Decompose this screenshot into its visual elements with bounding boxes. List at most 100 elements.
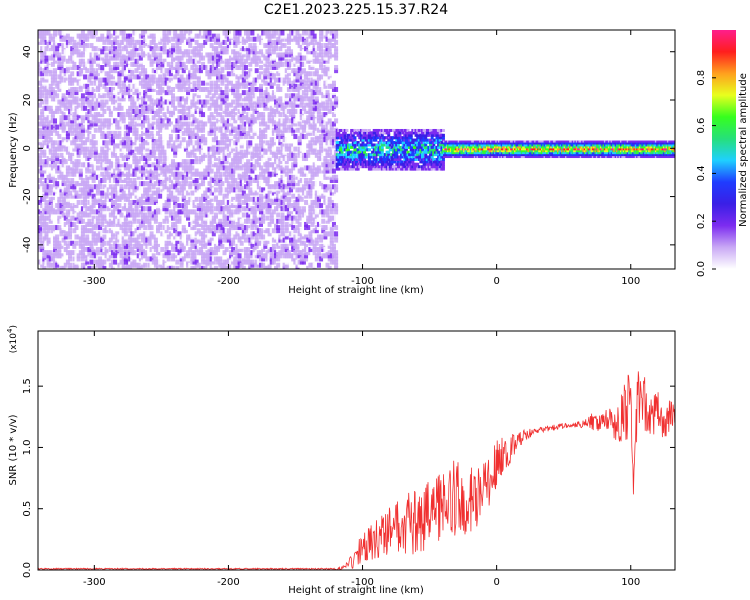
heatmap-cell bbox=[239, 105, 244, 111]
heatmap-cell bbox=[140, 124, 145, 130]
heatmap-cell bbox=[125, 80, 130, 86]
heatmap-cell bbox=[284, 146, 289, 152]
heatmap-cell bbox=[151, 209, 156, 215]
heatmap-cell bbox=[68, 250, 73, 256]
heatmap-cell bbox=[211, 215, 216, 221]
heatmap-cell bbox=[216, 168, 221, 174]
heatmap-cell bbox=[65, 231, 70, 237]
heatmap-cell bbox=[57, 187, 62, 193]
heatmap-cell bbox=[171, 108, 176, 114]
heatmap-cell bbox=[123, 55, 128, 61]
heatmap-cell bbox=[218, 262, 223, 268]
heatmap-cell bbox=[235, 93, 240, 99]
heatmap-cell bbox=[117, 124, 122, 130]
heatmap-cell bbox=[65, 90, 70, 96]
heatmap-cell bbox=[237, 143, 242, 149]
heatmap-cell bbox=[149, 83, 154, 89]
heatmap-cell bbox=[102, 118, 107, 124]
heatmap-cell bbox=[177, 243, 182, 249]
heatmap-cell bbox=[213, 124, 218, 130]
heatmap-cell bbox=[104, 196, 109, 202]
heatmap-cell bbox=[53, 121, 58, 127]
heatmap-cell bbox=[280, 187, 285, 193]
heatmap-cell bbox=[284, 108, 289, 114]
heatmap-cell bbox=[42, 237, 47, 243]
heatmap-cell bbox=[147, 134, 152, 140]
heatmap-cell bbox=[235, 209, 240, 215]
heatmap-cell bbox=[143, 46, 148, 52]
heatmap-cell bbox=[269, 240, 274, 246]
heatmap-cell bbox=[289, 146, 294, 152]
heatmap-cell bbox=[113, 71, 118, 77]
heatmap-cell bbox=[226, 181, 231, 187]
heatmap-cell bbox=[186, 221, 191, 227]
heatmap-cell bbox=[160, 65, 165, 71]
heatmap-cell bbox=[110, 80, 115, 86]
heatmap-cell bbox=[259, 234, 264, 240]
heatmap-cell bbox=[98, 127, 103, 133]
heatmap-cell bbox=[104, 250, 109, 256]
heatmap-cell bbox=[237, 156, 242, 162]
heatmap-cell bbox=[70, 55, 75, 61]
heatmap-cell bbox=[110, 162, 115, 168]
heatmap-cell bbox=[201, 127, 206, 133]
heatmap-cell bbox=[171, 221, 176, 227]
heatmap-cell bbox=[175, 196, 180, 202]
heatmap-cell bbox=[284, 49, 289, 55]
heatmap-cell bbox=[76, 102, 81, 108]
heatmap-cell bbox=[68, 228, 73, 234]
heatmap-cell bbox=[55, 93, 60, 99]
heatmap-cell bbox=[65, 134, 70, 140]
heatmap-cell bbox=[119, 234, 124, 240]
heatmap-cell bbox=[203, 243, 208, 249]
heatmap-cell bbox=[239, 184, 244, 190]
heatmap-cell bbox=[209, 193, 214, 199]
heatmap-cell bbox=[280, 33, 285, 39]
heatmap-cell bbox=[205, 68, 210, 74]
heatmap-cell bbox=[89, 196, 94, 202]
heatmap-cell bbox=[42, 152, 47, 158]
heatmap-cell bbox=[108, 108, 113, 114]
heatmap-cell bbox=[149, 177, 154, 183]
heatmap-cell bbox=[78, 96, 83, 102]
heatmap-cell bbox=[65, 137, 70, 143]
heatmap-cell bbox=[239, 165, 244, 171]
heatmap-cell bbox=[209, 168, 214, 174]
heatmap-cell bbox=[130, 52, 135, 58]
heatmap-cell bbox=[108, 137, 113, 143]
heatmap-cell bbox=[44, 206, 49, 212]
heatmap-cell bbox=[291, 108, 296, 114]
heatmap-cell bbox=[70, 121, 75, 127]
heatmap-cell bbox=[205, 250, 210, 256]
heatmap-cell bbox=[53, 187, 58, 193]
heatmap-cell bbox=[259, 269, 263, 274]
heatmap-cell bbox=[80, 49, 85, 55]
heatmap-cell bbox=[91, 165, 96, 171]
heatmap-cell bbox=[254, 190, 259, 196]
heatmap-cell bbox=[196, 33, 201, 39]
heatmap-cell bbox=[216, 256, 221, 262]
heatmap-cell bbox=[248, 262, 253, 268]
heatmap-cell bbox=[201, 143, 206, 149]
heatmap-cell bbox=[205, 168, 210, 174]
heatmap-cell bbox=[173, 146, 178, 152]
heatmap-cell bbox=[59, 190, 64, 196]
heatmap-cell bbox=[198, 231, 203, 237]
heatmap-cell bbox=[188, 39, 193, 45]
heatmap-cell bbox=[192, 80, 197, 86]
heatmap-cell bbox=[175, 240, 180, 246]
heatmap-cell bbox=[91, 250, 96, 256]
heatmap-cell bbox=[85, 115, 90, 121]
heatmap-cell bbox=[280, 193, 285, 199]
heatmap-cell bbox=[171, 93, 176, 99]
heatmap-cell bbox=[207, 152, 212, 158]
heatmap-cell bbox=[74, 86, 79, 92]
heatmap-cell bbox=[93, 121, 98, 127]
heatmap-cell bbox=[243, 152, 248, 158]
heatmap-cell bbox=[284, 190, 289, 196]
heatmap-cell bbox=[168, 190, 173, 196]
heatmap-cell bbox=[70, 52, 75, 58]
heatmap-cell bbox=[61, 43, 66, 49]
heatmap-cell bbox=[110, 99, 115, 105]
